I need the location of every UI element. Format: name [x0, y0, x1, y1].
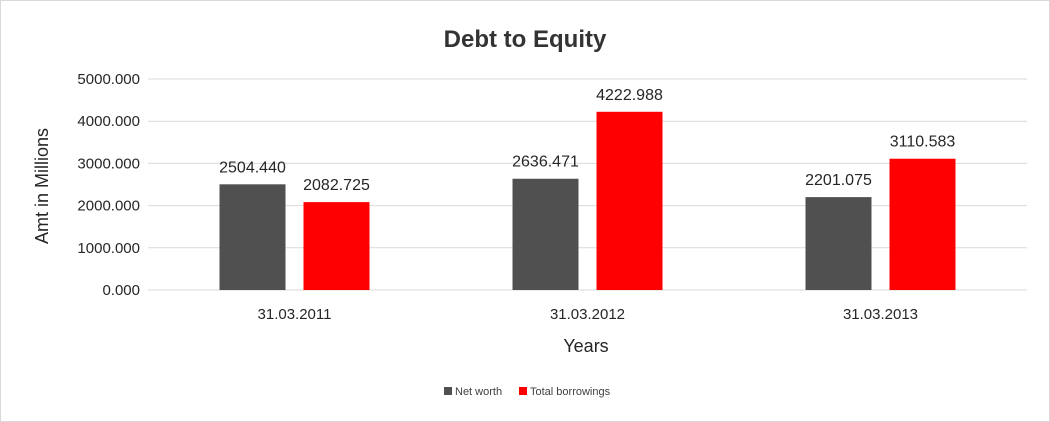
- x-tick-label: 31.03.2011: [258, 306, 332, 323]
- legend-swatch: [519, 387, 527, 395]
- data-label: 2636.471: [512, 154, 579, 171]
- legend-label: Net worth: [455, 386, 502, 398]
- bar-net-worth: [512, 178, 579, 290]
- y-tick-label: 1000.000: [77, 240, 140, 257]
- y-tick-label: 4000.000: [77, 113, 140, 130]
- data-label: 4222.988: [596, 87, 663, 104]
- bar-total-borrowings: [889, 158, 956, 290]
- bar-total-borrowings: [303, 202, 370, 290]
- bar-net-worth: [805, 197, 872, 290]
- y-tick-label: 2000.000: [77, 198, 140, 215]
- chart-title: Debt to Equity: [444, 26, 607, 53]
- gridlines: [148, 78, 1027, 291]
- bar-net-worth: [219, 184, 286, 290]
- y-tick-label: 5000.000: [77, 71, 140, 88]
- legend-label: Total borrowings: [530, 386, 611, 398]
- x-axis-title: Years: [563, 336, 608, 356]
- data-label: 3110.583: [890, 134, 956, 151]
- bars: [219, 111, 956, 290]
- bar-total-borrowings: [596, 111, 663, 290]
- data-label: 2082.725: [303, 177, 370, 194]
- legend: Net worth Total borrowings: [444, 386, 611, 398]
- x-tick-label: 31.03.2012: [550, 306, 625, 323]
- data-label: 2504.440: [219, 159, 286, 176]
- y-tick-label: 0.000: [102, 282, 140, 299]
- y-axis-title: Amt in Millions: [32, 128, 52, 244]
- x-axis-tick-labels: 31.03.2011 31.03.2012 31.03.2013: [258, 306, 919, 323]
- legend-swatch: [444, 387, 452, 395]
- y-tick-label: 3000.000: [77, 155, 140, 172]
- data-label: 2201.075: [805, 172, 872, 189]
- data-labels: 2504.440 2082.725 2636.471 4222.988 2201.075…: [219, 87, 955, 194]
- x-tick-label: 31.03.2013: [843, 306, 918, 323]
- y-axis-tick-labels: 0.000 1000.000 2000.000 3000.000 4000.000 500…: [77, 71, 140, 299]
